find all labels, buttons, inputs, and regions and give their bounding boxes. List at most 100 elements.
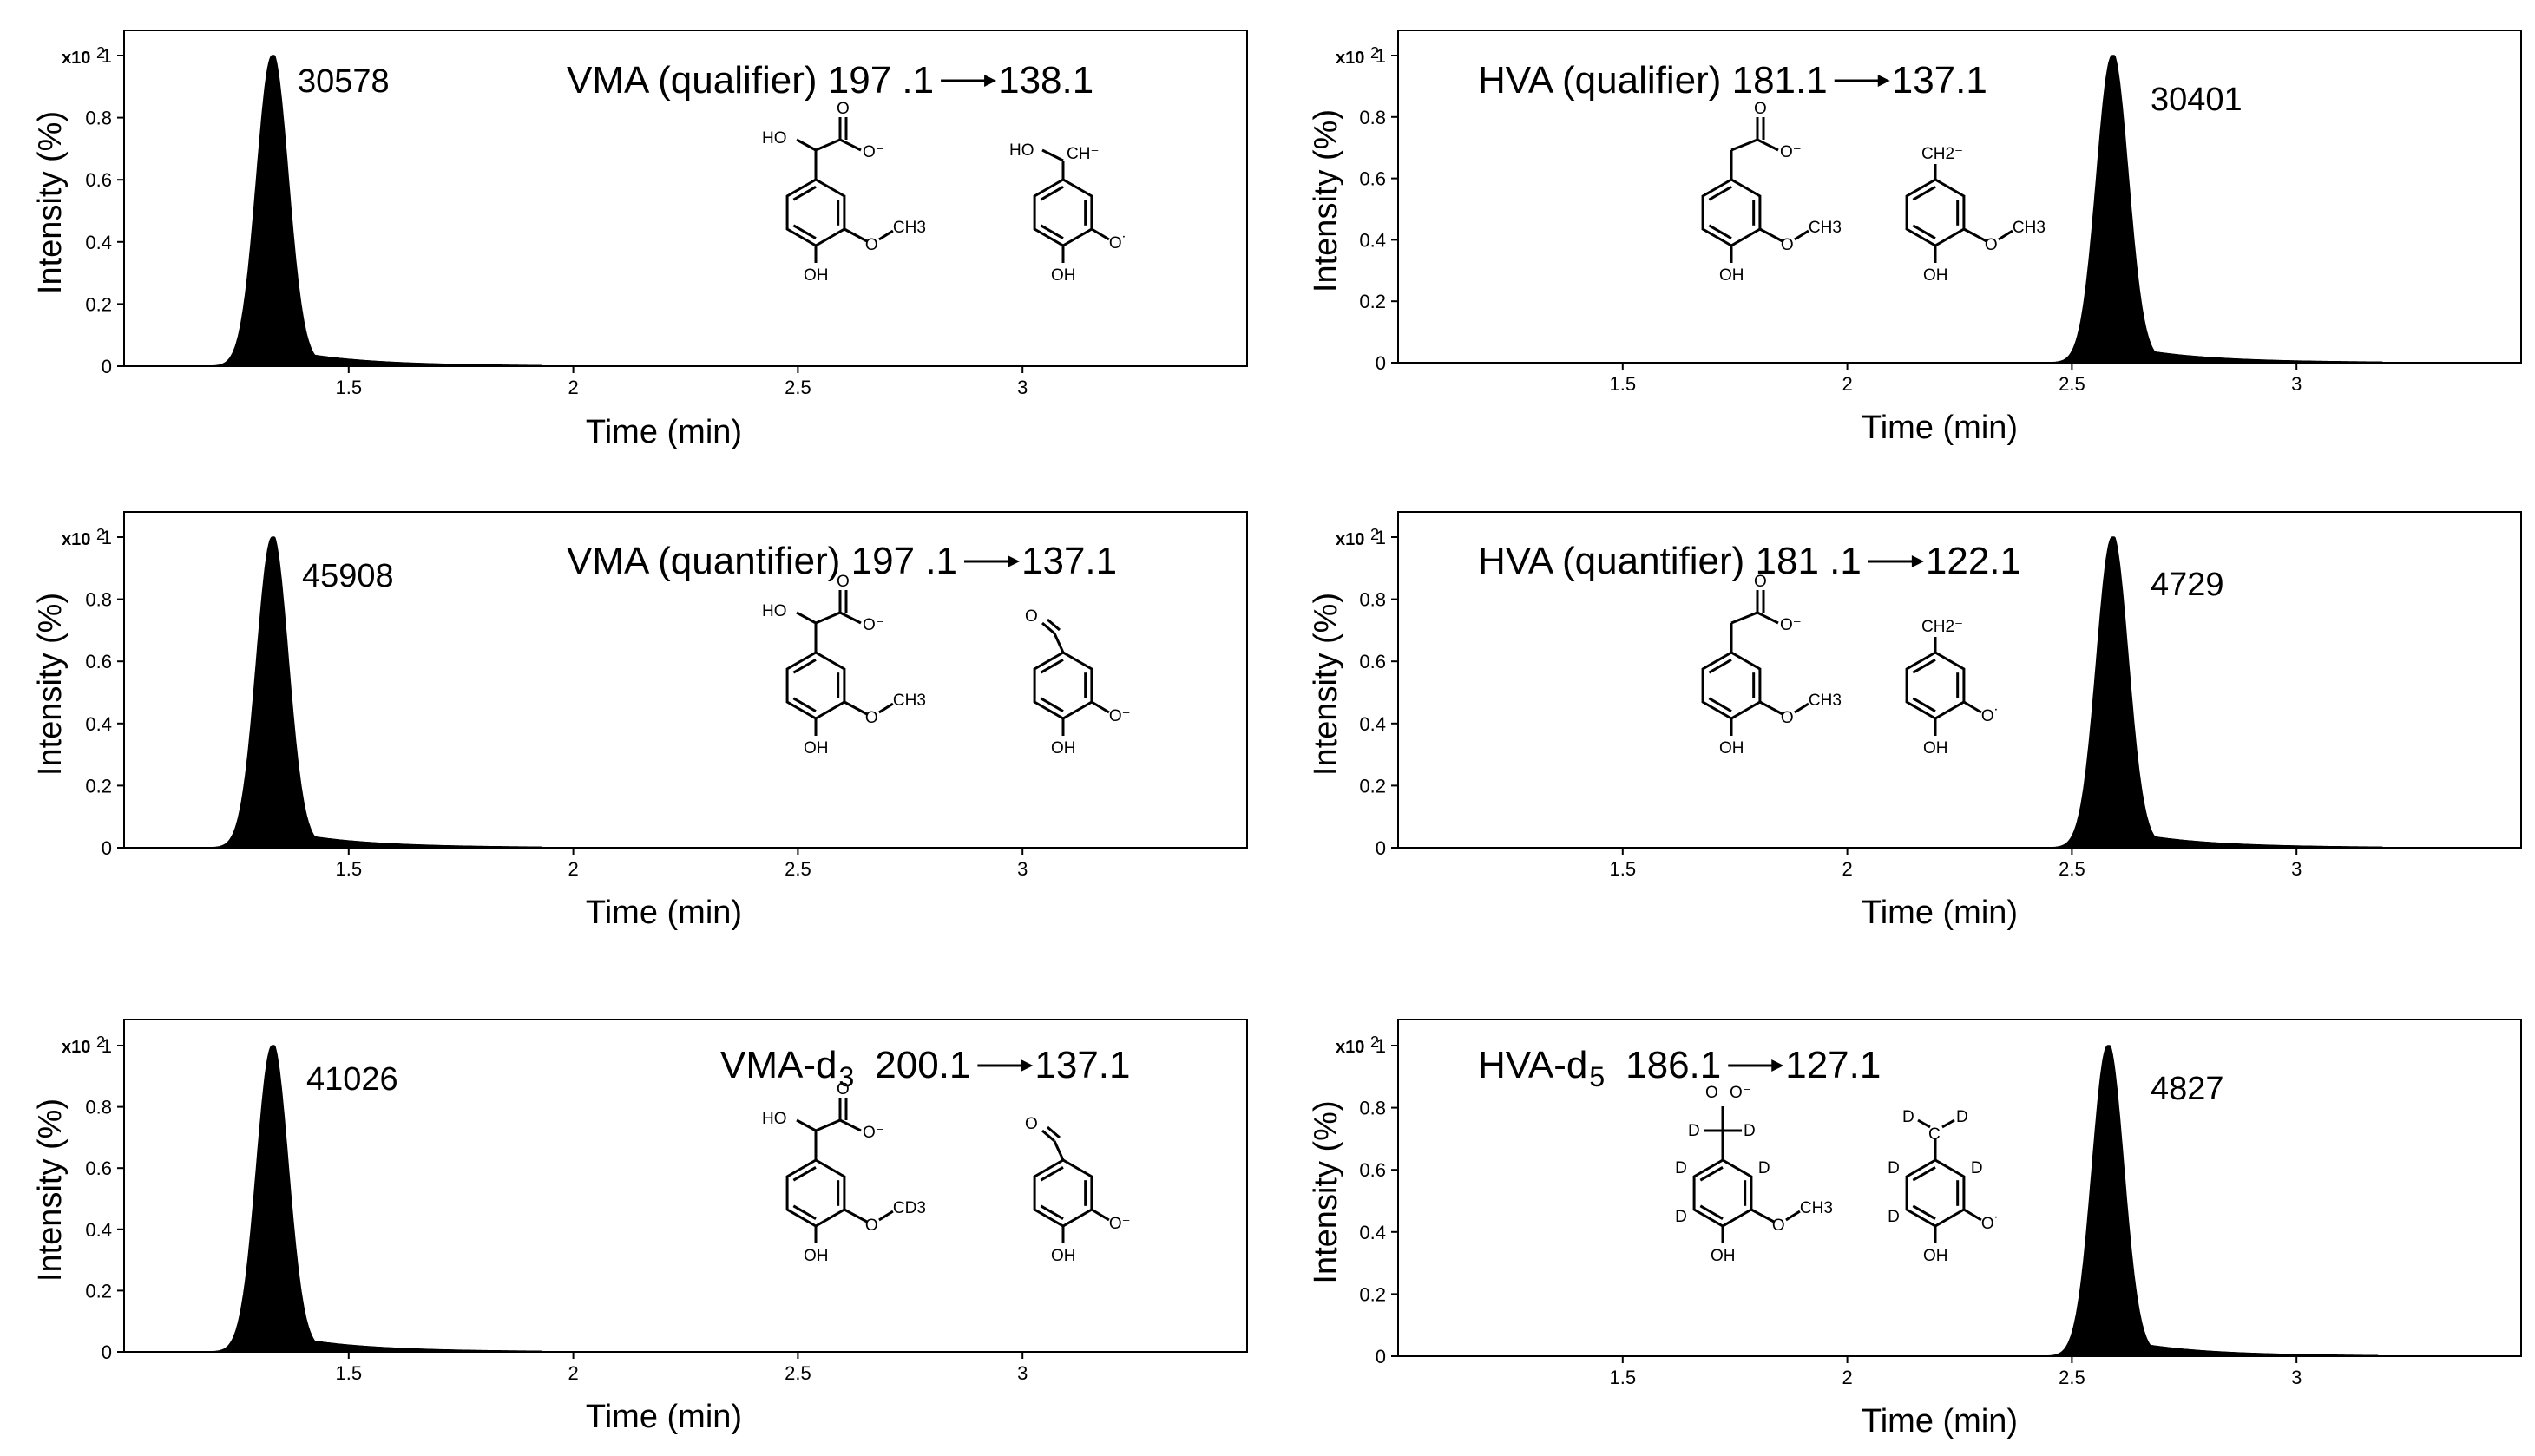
bond <box>1053 1140 1065 1161</box>
carboxylate-label: O⁻ <box>1780 616 1802 634</box>
carbanion-label: CH⁻ <box>1067 145 1099 163</box>
methoxy-label: CH3 <box>1809 692 1842 710</box>
x-tick-label: 2.5 <box>2059 373 2085 395</box>
y-tick-label: 0.6 <box>1359 1159 1386 1181</box>
title-precursor-mz: 186.1 <box>1625 1044 1721 1086</box>
chromatogram-peak <box>124 536 1247 849</box>
hydroxyl-label: OH <box>1051 1247 1076 1265</box>
chromatogram-panel-2: 0 0.2 0.4 0.6 0.8 1 1.5 2 2.5 3 x10 2 Time (min) Inte… <box>1308 30 2522 446</box>
carbon-label: C <box>1928 1125 1941 1144</box>
radical-o-label: O˙ <box>1981 707 2000 725</box>
title-product-mz: 127.1 <box>1785 1044 1881 1086</box>
deuterium-label: D <box>1744 1122 1756 1140</box>
molecule-aldehyde_fragment: O O⁻ OH <box>1025 1115 1131 1265</box>
chromatogram-peak <box>124 55 1247 367</box>
y-tick-label: 1 <box>102 45 112 67</box>
x-tick-label: 2 <box>1842 1367 1852 1388</box>
y-tick-label: 0 <box>1376 837 1386 859</box>
chromatogram-panel-5: 0 0.2 0.4 0.6 0.8 1 1.5 2 2.5 3 x10 2 Time (min) Inte… <box>32 1019 1248 1435</box>
x-tick-label: 2 <box>568 1362 578 1384</box>
y-tick-label: 0 <box>102 356 112 377</box>
y-tick-label: 0.2 <box>1359 1283 1386 1305</box>
x-axis-label: Time (min) <box>586 895 742 931</box>
transition-title: HVA (quantifier) 181 .1 122.1 <box>1478 540 2021 582</box>
double-bond <box>1912 1204 1936 1220</box>
carboxylate-label: O⁻ <box>863 616 884 634</box>
molecule-vma_fragment_138: HO CH⁻ O˙ OH <box>1009 141 1127 285</box>
bond <box>1041 148 1064 162</box>
bond <box>1963 700 1982 714</box>
transition-title: HVA-d 5 186.1 127.1 <box>1478 1044 1881 1092</box>
bond <box>1041 1129 1055 1143</box>
bond <box>1757 138 1779 152</box>
hydroxyl-label: OH <box>1923 1247 1948 1265</box>
double-bond <box>792 1166 817 1182</box>
y-tick-label: 0.2 <box>85 293 112 315</box>
ether-o-label: O <box>1781 709 1794 727</box>
benzene-ring <box>1701 651 1762 720</box>
peak-area-label: 30578 <box>298 63 390 100</box>
bond <box>1053 633 1065 653</box>
bond <box>878 702 894 714</box>
y-tick-label: 0 <box>102 1341 112 1363</box>
carbanion-label: CH2⁻ <box>1921 145 1963 163</box>
bond <box>1785 1210 1801 1222</box>
x-tick-label: 3 <box>1017 1362 1028 1384</box>
x-tick-label: 2.5 <box>785 377 811 398</box>
x-tick-label: 3 <box>2291 858 2302 880</box>
y-tick-label: 1 <box>1376 45 1386 67</box>
y-multiplier-exponent: 2 <box>1370 526 1379 543</box>
y-tick-label: 1 <box>1376 1035 1386 1057</box>
x-tick-label: 1.5 <box>336 377 363 398</box>
transition-arrowhead <box>984 75 997 87</box>
double-bond <box>792 186 817 201</box>
chromatogram-panel-6: 0 0.2 0.4 0.6 0.8 1 1.5 2 2.5 3 x10 2 Time (min) Inte… <box>1308 1019 2522 1440</box>
x-tick-label: 2 <box>568 858 578 880</box>
transition-arrowhead <box>1771 1059 1784 1072</box>
bond <box>1794 702 1809 714</box>
y-tick-label: 0.2 <box>1359 775 1386 797</box>
double-bond <box>792 697 817 712</box>
molecule-hva_precursor: O O⁻ O CH3 OH <box>1701 100 1842 285</box>
chromatogram-panel-1: 0 0.2 0.4 0.6 0.8 1 1.5 2 2.5 3 x10 2 Time (min) Inte… <box>32 30 1248 450</box>
title-compound: HVA (quantifier) 181 .1 <box>1478 540 1862 582</box>
peak-area-label: 41026 <box>306 1061 398 1098</box>
y-tick-label: 0.6 <box>85 169 112 191</box>
bond <box>1759 227 1783 243</box>
double-bond <box>1708 224 1732 239</box>
double-bond <box>1912 186 1936 201</box>
molecule-aldehyde_fragment: O O⁻ OH <box>1025 607 1131 758</box>
x-tick-label: 1.5 <box>336 858 363 880</box>
hydroxyl-label: OH <box>1719 739 1744 758</box>
phenoxide-label: O⁻ <box>1109 1215 1131 1233</box>
bond <box>839 611 862 625</box>
molecule-vma_precursor: HO O O⁻ O CH3 OH <box>762 573 926 758</box>
bond <box>1091 700 1110 714</box>
y-multiplier-exponent: 2 <box>96 1033 105 1051</box>
x-axis-label: Time (min) <box>586 1399 742 1435</box>
double-bond <box>792 659 817 674</box>
y-tick-label: 0.4 <box>1359 1222 1386 1243</box>
deuterium-label: D <box>1888 1159 1900 1177</box>
bond <box>844 700 868 716</box>
y-axis-label: Intensity (%) <box>32 593 69 776</box>
title-compound: VMA (quantifier) 197 .1 <box>567 540 957 582</box>
title-compound: HVA-d <box>1478 1044 1587 1086</box>
x-tick-label: 3 <box>1017 377 1028 398</box>
molecule-hva_d5_fragment: CD DD DD O˙OH <box>1888 1108 2000 1265</box>
carbonyl-o-label: O <box>1705 1084 1718 1102</box>
chromatogram-panel-4: 0 0.2 0.4 0.6 0.8 1 1.5 2 2.5 3 x10 2 Time (min) Inte… <box>1308 511 2522 931</box>
deuterium-label: D <box>1956 1108 1968 1126</box>
deuterium-label: D <box>1888 1208 1900 1226</box>
ether-o-label: O <box>1781 236 1794 254</box>
chromatogram-peak <box>124 1045 1247 1353</box>
bond <box>878 1210 894 1222</box>
double-bond <box>1708 659 1732 674</box>
bond <box>1998 229 2013 241</box>
y-multiplier: x10 <box>62 1038 90 1057</box>
x-axis-label: Time (min) <box>586 414 742 450</box>
y-tick-label: 1 <box>102 527 112 548</box>
x-tick-label: 1.5 <box>1610 1367 1637 1388</box>
title-product-mz: 137.1 <box>1892 59 1987 102</box>
